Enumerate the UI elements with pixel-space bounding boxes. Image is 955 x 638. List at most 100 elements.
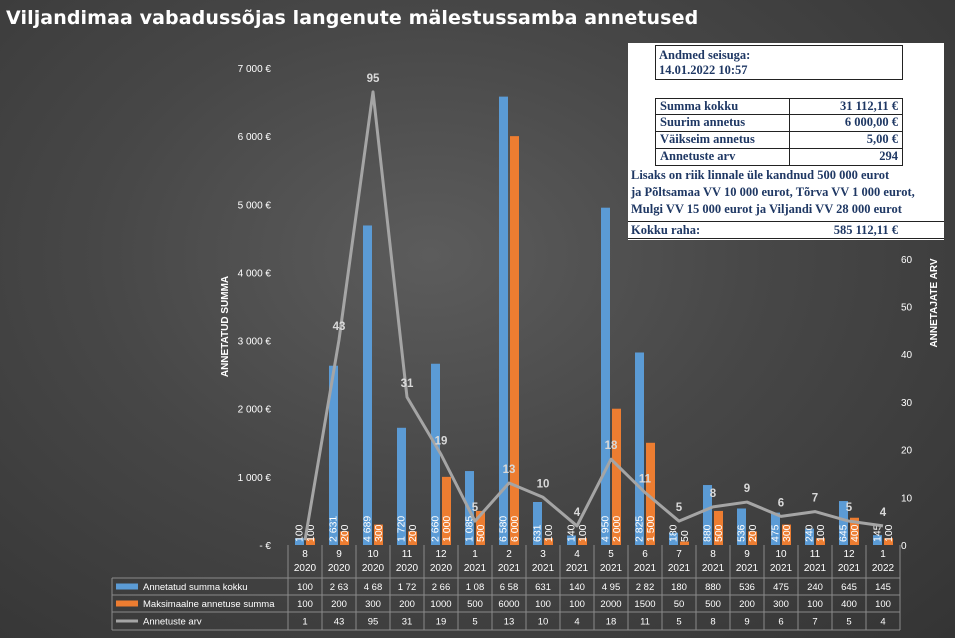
table-cell: 200 (399, 599, 415, 610)
table-cell: 19 (436, 617, 447, 628)
y-tick-label: 3 000 € (238, 337, 272, 348)
bar-label-annetatud: 1 720 (396, 516, 408, 542)
line-label: 4 (574, 507, 581, 519)
category-year: 2021 (498, 563, 521, 574)
bar-label-maksimaalne: 300 (781, 524, 793, 542)
bar-annetatud (295, 538, 304, 545)
category-month: 5 (608, 549, 614, 560)
bar-label-annetatud: 2 825 (634, 516, 646, 542)
category-year: 2022 (872, 563, 895, 574)
bar-label-maksimaalne: 200 (747, 524, 759, 542)
category-year: 2021 (804, 563, 827, 574)
info-total-row: Kokku raha: 585 112,11 € (628, 221, 944, 239)
info-total-value: 585 112,11 € (833, 223, 898, 237)
table-cell: 95 (368, 617, 379, 628)
table-cell: 18 (606, 617, 617, 628)
table-cell: 11 (640, 617, 650, 628)
bar-label-annetatud: 536 (736, 524, 748, 542)
table-cell: 100 (807, 599, 823, 610)
category-month: 2 (506, 549, 512, 560)
table-cell: 1000 (430, 599, 451, 610)
category-year: 2021 (736, 563, 759, 574)
bar-maksimaalne (680, 541, 689, 545)
info-row-label: Suurim annetus (655, 114, 790, 132)
table-cell: 6000 (498, 599, 519, 610)
table-cell: 2000 (600, 599, 621, 610)
bar-label-annetatud: 240 (804, 524, 816, 542)
line-label: 9 (744, 483, 750, 495)
info-note-line: ja Põltsamaa VV 10 000 eurot, Tõrva VV 1… (631, 185, 915, 199)
y2-tick-label: 60 (901, 255, 913, 266)
line-label: 10 (537, 478, 550, 490)
line-label: 13 (503, 464, 516, 476)
bar-maksimaalne (782, 524, 791, 545)
bar-label-maksimaalne: 2 000 (611, 516, 623, 542)
info-note-line: Mulgi VV 15 000 eurot ja Viljandi VV 28 … (631, 202, 902, 216)
category-month: 11 (810, 549, 821, 560)
category-month: 7 (676, 549, 682, 560)
line-annetuste-arv (303, 90, 884, 541)
line-label: 7 (812, 493, 818, 505)
bar-label-annetatud: 6 580 (498, 516, 510, 542)
category-month: 1 (472, 549, 478, 560)
line-label: 5 (846, 502, 853, 514)
category-year: 2020 (430, 563, 453, 574)
table-cell: 100 (297, 599, 313, 610)
table-cell: 4 (574, 617, 579, 628)
table-cell: 645 (841, 582, 857, 593)
category-year: 2021 (634, 563, 657, 574)
category-year: 2021 (532, 563, 555, 574)
bar-label-annetatud: 631 (532, 524, 544, 542)
line-label: 31 (401, 378, 414, 390)
y-tick-label: 5 000 € (238, 200, 272, 211)
info-row-value: 31 112,11 € (789, 98, 903, 115)
table-cell: 13 (504, 617, 515, 628)
bar-label-annetatud: 180 (668, 524, 680, 542)
bar-annetatud (669, 532, 678, 545)
category-month: 10 (367, 549, 379, 560)
category-month: 6 (642, 549, 648, 560)
category-month: 4 (574, 549, 580, 560)
table-cell: 140 (569, 582, 585, 593)
bar-label-maksimaalne: 6 000 (509, 516, 521, 542)
bar-maksimaalne (442, 476, 451, 545)
table-cell: 5 (472, 617, 477, 628)
table-cell: 7 (812, 617, 817, 628)
table-cell: 9 (744, 617, 749, 628)
y2-tick-label: 0 (901, 541, 907, 552)
table-cell: 4 95 (602, 582, 621, 593)
bar-maksimaalne (544, 538, 553, 545)
table-cell: 475 (773, 582, 789, 593)
line-label: 5 (676, 502, 683, 514)
y-tick-label: - € (259, 541, 271, 552)
table-cell: 500 (705, 599, 721, 610)
category-year: 2020 (362, 563, 385, 574)
category-year: 2021 (702, 563, 725, 574)
category-year: 2021 (600, 563, 623, 574)
table-cell: 50 (674, 599, 685, 610)
category-month: 12 (435, 549, 447, 560)
legend-label: Annetatud summa kokku (143, 582, 248, 593)
category-month: 10 (775, 549, 787, 560)
bar-label-maksimaalne: 100 (577, 524, 589, 542)
table-cell: 500 (467, 599, 483, 610)
table-cell: 240 (807, 582, 823, 593)
table-cell: 100 (569, 599, 585, 610)
legend-label: Maksimaalne annetuse summa (143, 599, 275, 610)
table-cell: 180 (671, 582, 687, 593)
table-cell: 100 (875, 599, 891, 610)
category-year: 2021 (464, 563, 487, 574)
bar-annetatud (363, 225, 372, 545)
category-month: 3 (540, 549, 546, 560)
line-label: 11 (639, 474, 652, 486)
table-cell: 1 (302, 617, 307, 628)
y2-axis-title: ANNETAJATE ARV (929, 258, 940, 347)
bar-maksimaalne (306, 538, 315, 545)
category-month: 12 (843, 549, 855, 560)
table-cell: 1500 (634, 599, 655, 610)
bar-label-maksimaalne: 300 (373, 524, 385, 542)
info-note-line: Lisaks on riik linnale üle kandnud 500 0… (631, 168, 890, 182)
bar-label-maksimaalne: 200 (407, 524, 419, 542)
bar-maksimaalne (408, 531, 417, 545)
